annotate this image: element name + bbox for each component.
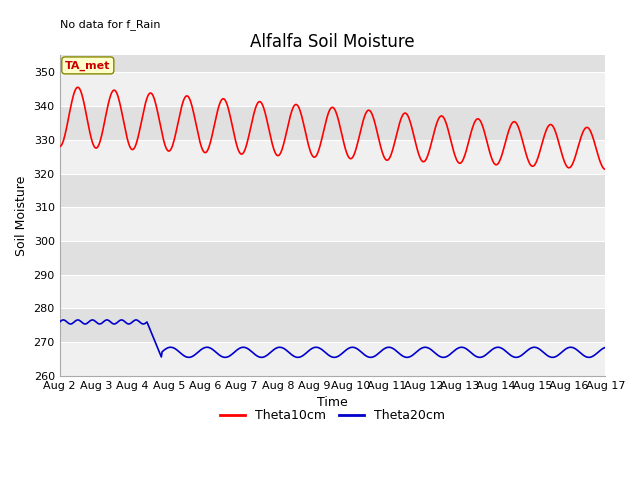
Y-axis label: Soil Moisture: Soil Moisture xyxy=(15,176,28,256)
Bar xyxy=(60,241,605,275)
Text: No data for f_Rain: No data for f_Rain xyxy=(60,19,160,30)
Bar xyxy=(60,309,605,342)
Bar xyxy=(60,342,605,376)
Bar xyxy=(60,207,605,241)
Legend: Theta10cm, Theta20cm: Theta10cm, Theta20cm xyxy=(215,404,450,427)
Bar xyxy=(60,140,605,174)
X-axis label: Time: Time xyxy=(317,396,348,409)
Bar xyxy=(60,38,605,72)
Bar xyxy=(60,275,605,309)
Title: Alfalfa Soil Moisture: Alfalfa Soil Moisture xyxy=(250,33,415,51)
Text: TA_met: TA_met xyxy=(65,60,111,71)
Bar xyxy=(60,174,605,207)
Bar xyxy=(60,72,605,106)
Bar xyxy=(60,106,605,140)
